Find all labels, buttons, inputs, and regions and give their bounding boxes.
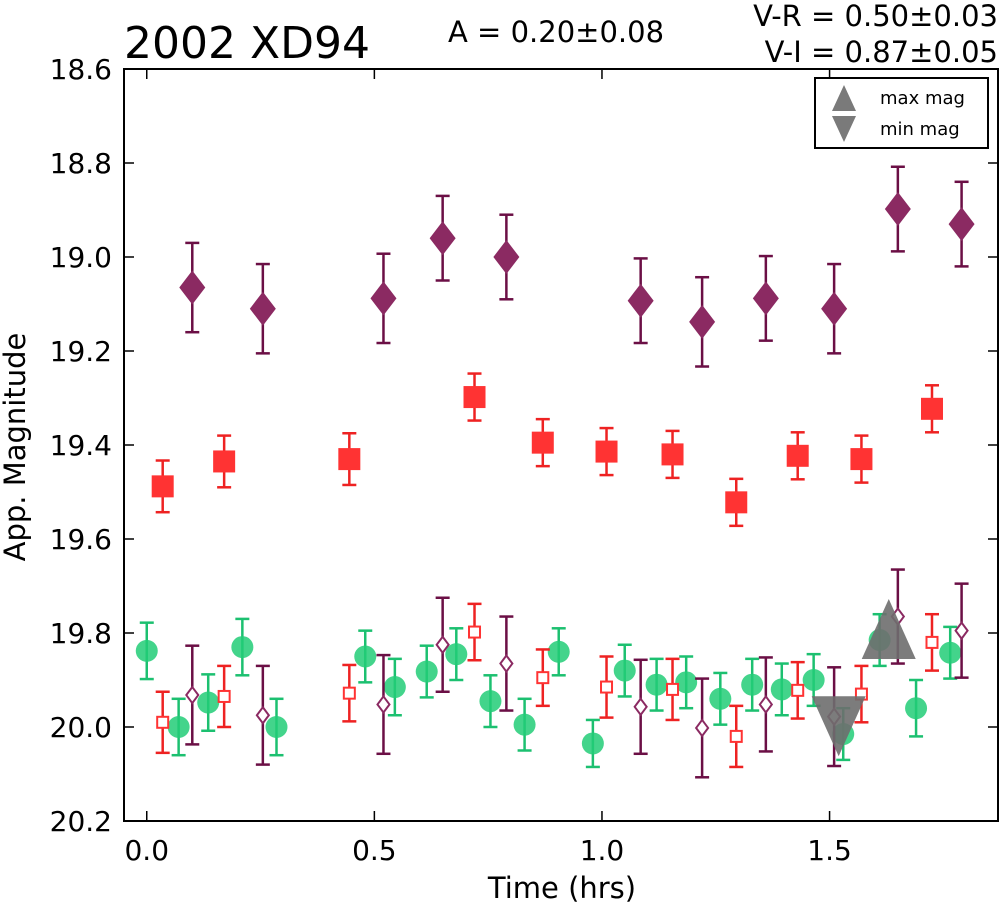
circle-point: [135, 639, 158, 662]
x-axis-label: Time (hrs): [487, 871, 636, 904]
amplitude-annotation: A = 0.20±0.08: [448, 15, 664, 49]
open-diamond-point: [185, 685, 200, 705]
plot-frame: [123, 68, 999, 822]
diamond-point: [370, 281, 397, 316]
axis-ticks: 0.0 0.5 1.0 1.5 18.6 18.8 19.0 19.2 19.4 19.6 19.8…: [50, 53, 998, 867]
y-tick-label: 19.4: [50, 429, 112, 462]
open-diamond-point: [758, 694, 774, 715]
diamond-point: [249, 291, 276, 326]
y-tick-label: 20.2: [50, 805, 112, 838]
open-square-point: [536, 671, 550, 685]
square-point: [786, 444, 809, 467]
legend: max mag min mag: [814, 77, 989, 149]
square-point: [213, 450, 236, 473]
diamond-point: [752, 281, 779, 316]
diamond-point: [689, 304, 716, 339]
square-point: [661, 443, 684, 466]
open-square-point: [468, 625, 482, 639]
diamond-point: [884, 192, 911, 227]
y-tick-label: 19.8: [50, 617, 112, 650]
open-diamond-point: [633, 697, 648, 717]
circle-point: [445, 643, 468, 666]
circle-point: [802, 669, 825, 691]
circle-point: [645, 673, 668, 696]
data-marks: [135, 165, 975, 779]
circle-point: [741, 673, 764, 696]
circle-point: [709, 687, 732, 710]
circle-point: [354, 645, 377, 668]
open-square-point: [729, 729, 743, 743]
y-tick-label: 19.2: [50, 335, 112, 368]
open-diamond-point: [435, 635, 450, 655]
circle-point: [415, 660, 438, 683]
x-tick-label: 0.0: [124, 834, 169, 867]
y-tick-label: 18.8: [50, 147, 112, 180]
square-point: [850, 448, 873, 471]
square-point: [725, 491, 748, 514]
open-square-point: [600, 680, 614, 694]
series-4: [185, 568, 969, 779]
square-point: [595, 440, 618, 463]
v-i-color-annotation: V-I = 0.87±0.05: [765, 35, 998, 69]
square-point: [920, 397, 943, 420]
open-square-point: [342, 686, 356, 700]
open-square-point: [217, 689, 231, 703]
circle-point: [675, 671, 698, 694]
y-tick-label: 20.0: [50, 711, 112, 744]
circle-point: [265, 716, 288, 738]
y-tick-label: 19.6: [50, 523, 112, 556]
open-diamond-point: [499, 653, 514, 674]
square-point: [463, 386, 486, 409]
open-diamond-point: [954, 620, 969, 641]
legend-min-mag-label: min mag: [880, 119, 960, 140]
legend-min-mag-icon: [832, 116, 856, 142]
diamond-point: [627, 283, 654, 318]
y-tick-label: 18.6: [50, 53, 112, 86]
series-1: [151, 372, 943, 528]
max-mag-marker: [861, 599, 916, 659]
series-3: [155, 602, 939, 769]
square-point: [531, 431, 554, 454]
circle-point: [905, 697, 928, 720]
legend-max-mag-label: max mag: [880, 88, 965, 109]
series-0: [179, 165, 975, 368]
circle-point: [383, 676, 406, 699]
square-point: [151, 475, 174, 498]
v-r-color-annotation: V-R = 0.50±0.03: [753, 0, 998, 33]
open-diamond-point: [376, 694, 391, 715]
min-mag-marker: [811, 696, 866, 757]
circle-point: [167, 716, 190, 738]
chart-title: 2002 XD94: [124, 18, 370, 69]
diamond-point: [179, 270, 206, 305]
open-diamond-point: [694, 718, 710, 738]
y-axis-label: App. Magnitude: [0, 333, 32, 562]
open-square-point: [156, 715, 170, 729]
circle-point: [231, 636, 254, 659]
y-tick-label: 19.0: [50, 241, 112, 274]
legend-max-mag-icon: [832, 85, 856, 111]
square-point: [338, 448, 361, 471]
diamond-point: [493, 240, 520, 274]
open-square-point: [791, 683, 805, 697]
circle-point: [547, 640, 570, 663]
x-tick-label: 0.5: [352, 834, 397, 867]
open-square-point: [925, 635, 939, 649]
diamond-point: [948, 207, 975, 242]
diamond-point: [429, 221, 456, 256]
open-square-point: [666, 682, 680, 696]
circle-point: [479, 690, 502, 713]
diamond-point: [821, 291, 848, 326]
x-tick-label: 1.0: [580, 834, 625, 867]
circle-point: [197, 691, 220, 714]
circle-point: [770, 678, 793, 701]
open-diamond-point: [255, 705, 271, 725]
circle-point: [581, 732, 604, 755]
circle-point: [513, 713, 536, 736]
x-tick-label: 1.5: [807, 834, 852, 867]
circle-point: [939, 641, 962, 664]
circle-point: [613, 659, 636, 682]
